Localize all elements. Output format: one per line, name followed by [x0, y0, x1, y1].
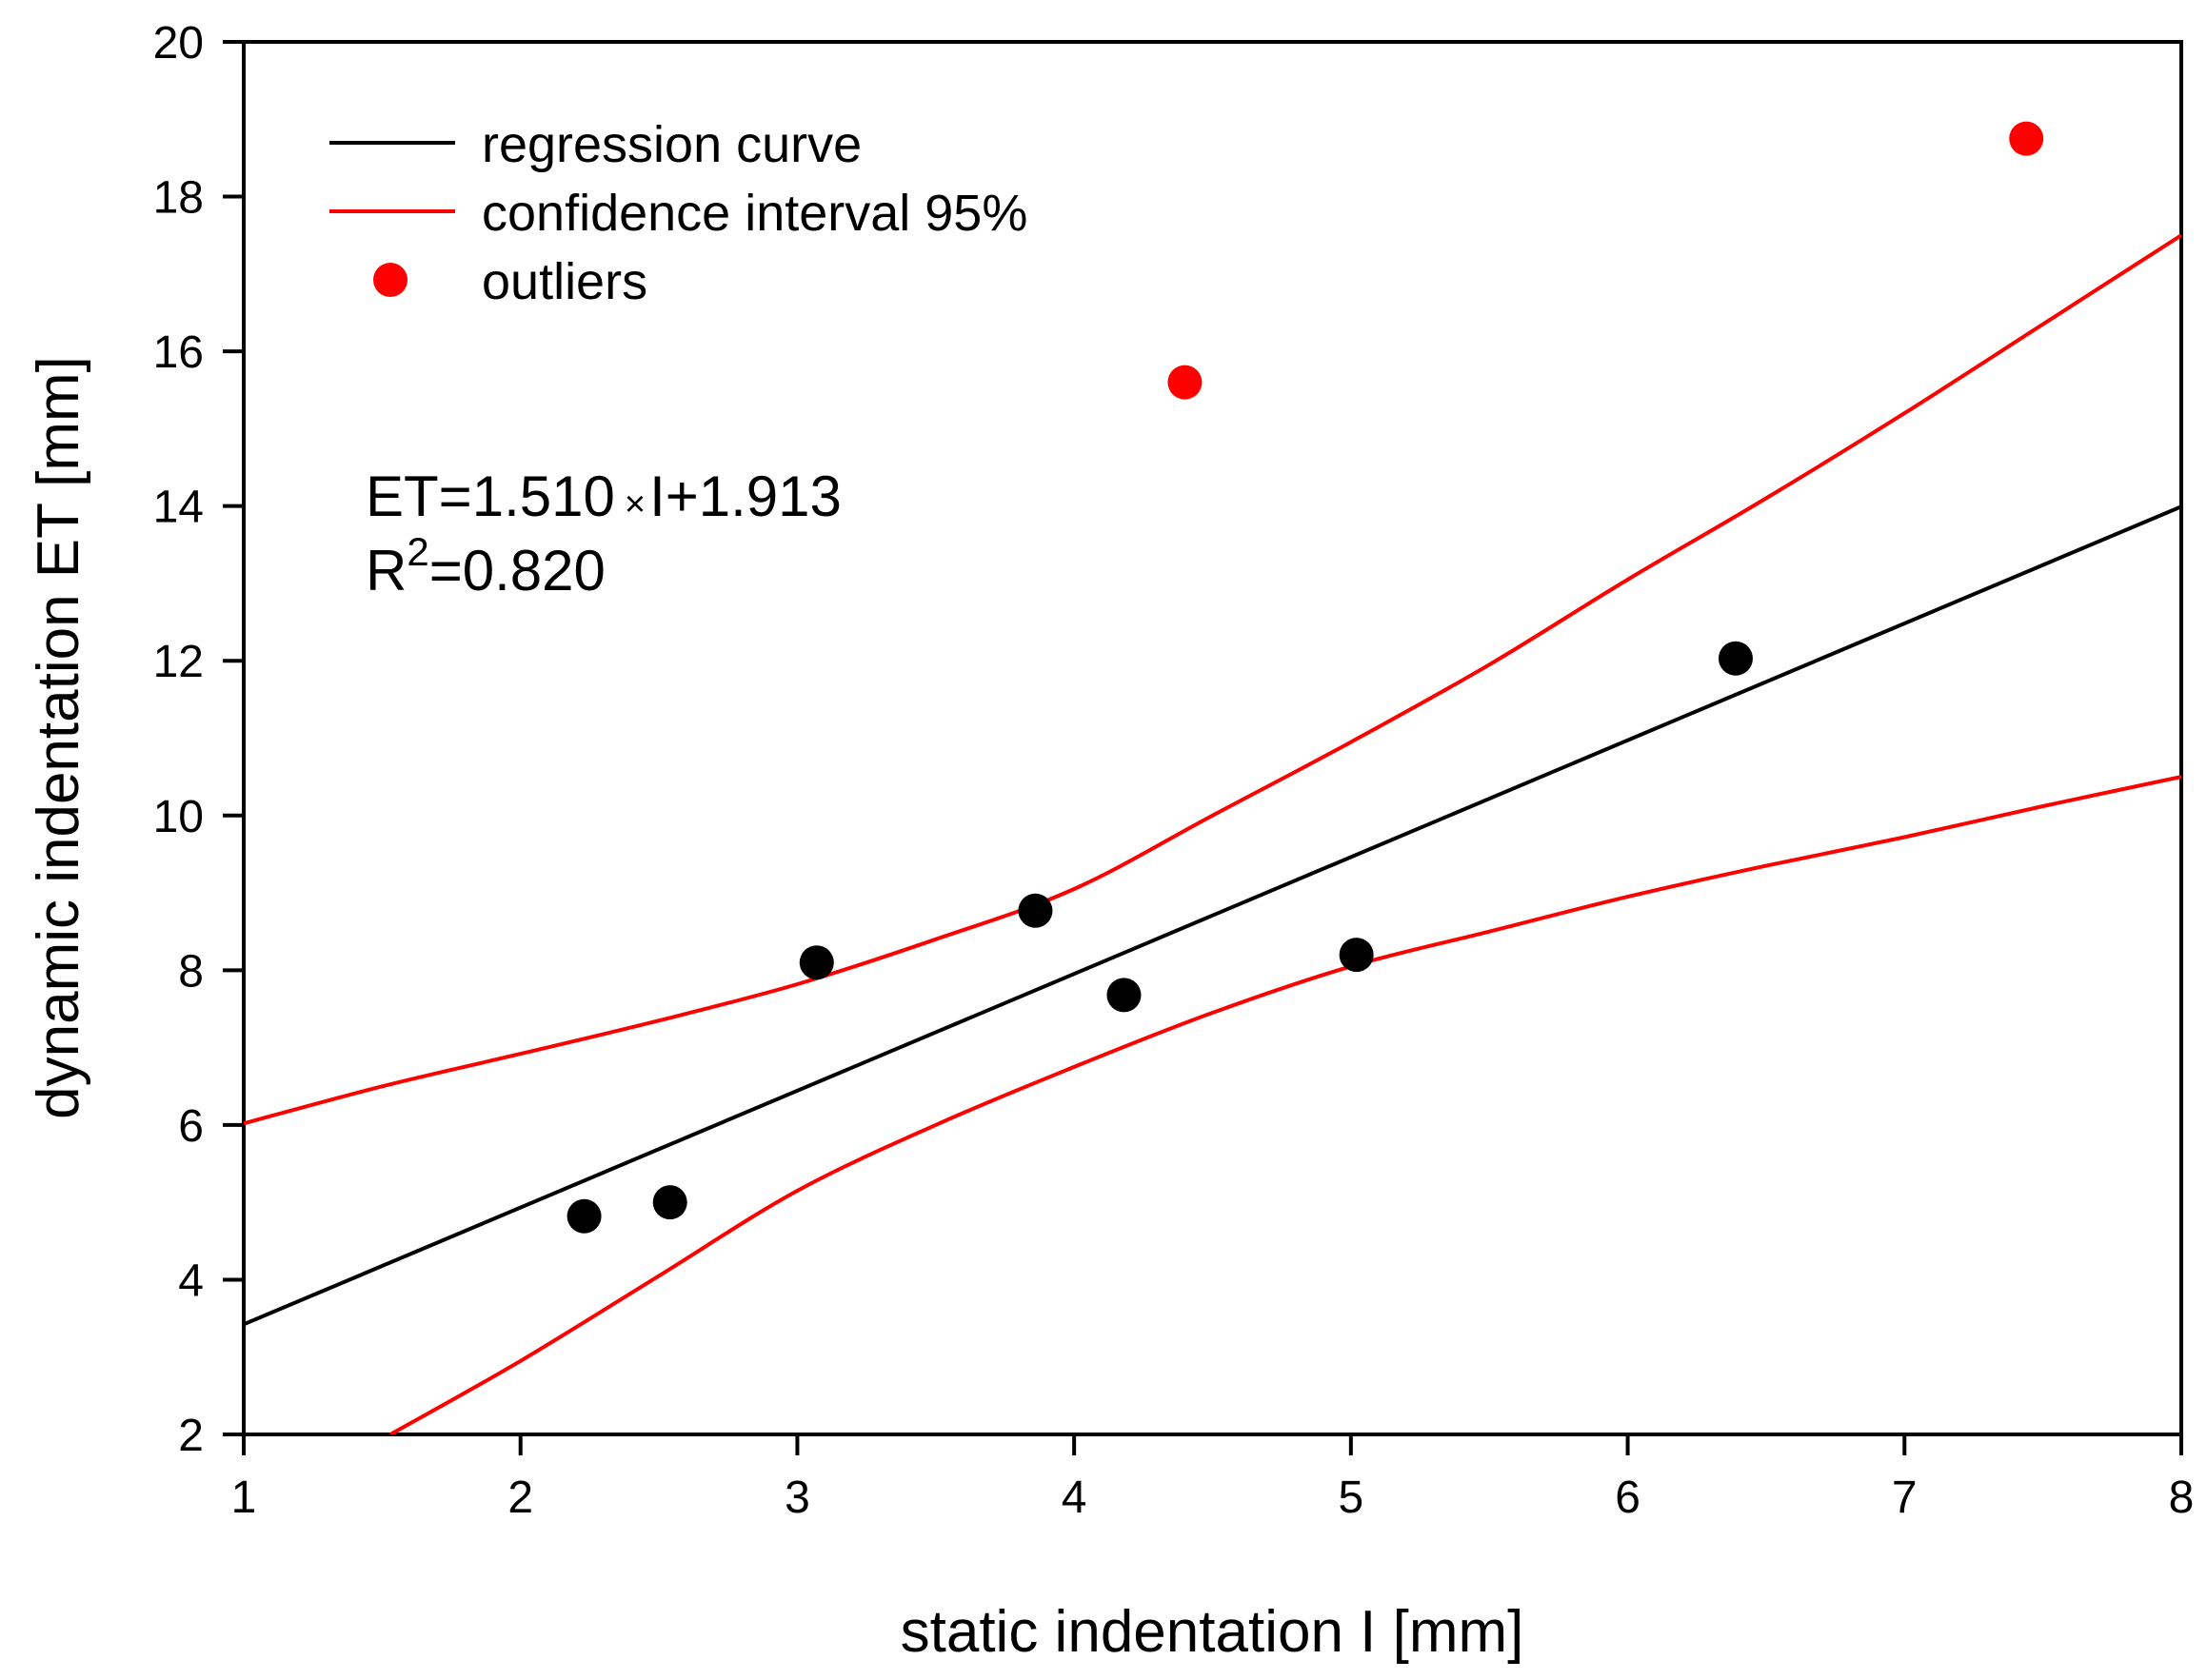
legend-label-outliers: outliers: [482, 253, 647, 310]
confidence-lower-curve: [389, 775, 2181, 1434]
x-tick-label: 2: [507, 1472, 533, 1523]
x-tick-label: 4: [1062, 1472, 1087, 1523]
x-tick-label: 8: [2169, 1472, 2195, 1523]
outlier-point: [2009, 121, 2044, 156]
data-point: [1106, 978, 1142, 1013]
legend: regression curve confidence interval 95%…: [329, 116, 1027, 310]
multiply-sign: ×: [625, 484, 646, 524]
equation-text: ET=1.510 ×I+1.913: [366, 464, 842, 528]
x-tick-label: 7: [1892, 1472, 1918, 1523]
legend-label-regression: regression curve: [482, 116, 862, 173]
y-axis-label: dynamic indentation ET [mm]: [26, 356, 91, 1119]
x-tick-label: 1: [231, 1472, 257, 1523]
plot-frame: [242, 40, 2183, 1436]
y-tick-label: 6: [178, 1101, 204, 1152]
y-tick-label: 4: [178, 1255, 204, 1306]
data-point: [1718, 641, 1753, 676]
legend-marker-outliers: [373, 263, 408, 297]
y-tick-label: 20: [153, 18, 204, 69]
y-tick-label: 18: [153, 173, 204, 224]
y-tick-label: 16: [153, 327, 204, 378]
x-tick-label: 6: [1615, 1472, 1640, 1523]
r2-base: R: [366, 539, 407, 603]
equation-suffix: I+1.913: [649, 464, 842, 528]
y-tick-label: 10: [153, 792, 204, 842]
data-point: [567, 1198, 602, 1234]
data-point: [652, 1185, 687, 1220]
outlier-point: [1167, 365, 1203, 400]
r2-value: =0.820: [429, 539, 606, 603]
equation-prefix: ET=1.510: [366, 464, 615, 528]
r-squared-text: R2=0.820: [366, 529, 606, 603]
r2-exponent: 2: [407, 529, 428, 574]
y-tick-label: 12: [153, 637, 204, 687]
y-tick-label: 8: [178, 946, 204, 997]
data-point: [799, 945, 834, 980]
regression-line: [244, 504, 2181, 1327]
y-tick-label: 2: [178, 1411, 204, 1461]
confidence-upper-curve: [244, 233, 2181, 1126]
regression-equation: ET=1.510 ×I+1.913 R2=0.820: [366, 464, 842, 603]
data-point: [1018, 893, 1053, 928]
x-tick-label: 5: [1339, 1472, 1364, 1523]
legend-label-confidence: confidence interval 95%: [482, 185, 1027, 242]
x-tick-label: 3: [785, 1472, 810, 1523]
y-tick-label: 14: [153, 483, 204, 533]
x-axis-label: static indentation I [mm]: [901, 1599, 1524, 1665]
data-point: [1339, 938, 1374, 973]
